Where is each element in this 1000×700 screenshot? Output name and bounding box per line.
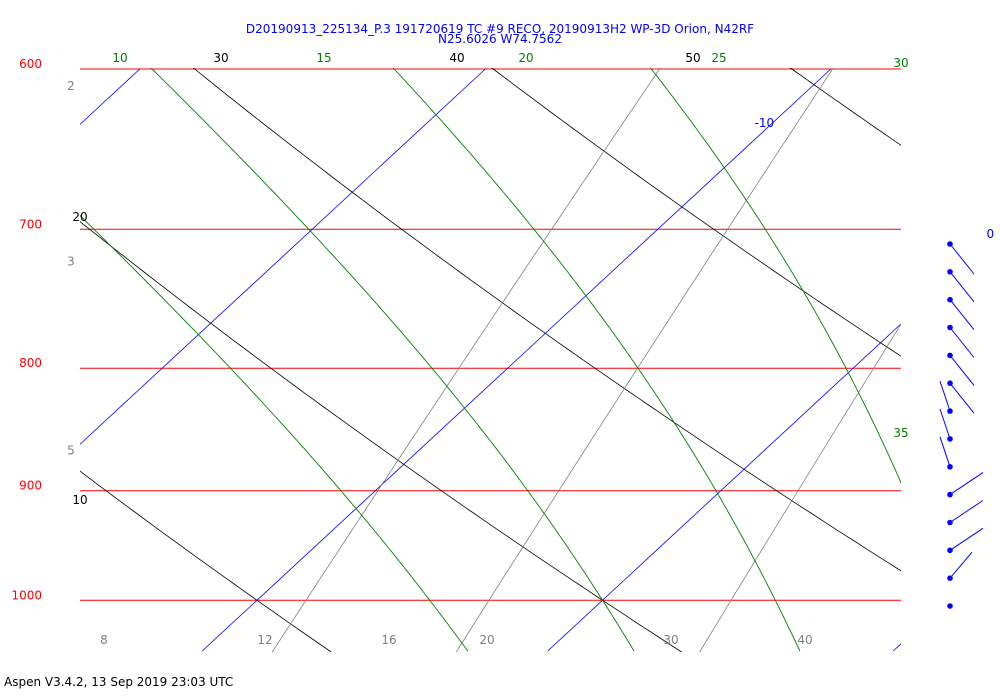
- moist-adiabat-line: [80, 214, 469, 652]
- isotherm-line: [201, 68, 832, 652]
- dry-adiabat-label-10-left: 10: [72, 493, 87, 507]
- wind-barb: [947, 472, 984, 498]
- pressure-label-1000: 1000: [11, 588, 42, 602]
- wind-barb: [947, 296, 975, 331]
- mixing-ratio-label-8: 8: [100, 633, 108, 647]
- wind-barb: [947, 551, 973, 581]
- wind-barb: [947, 241, 975, 275]
- dry-adiabat-line: [789, 68, 901, 146]
- chart-title-line-2: N25.6026 W74.7562: [438, 32, 562, 46]
- dry-adiabat-label-20-left: 20: [72, 210, 87, 224]
- isotherm-label-0: 0: [986, 227, 994, 241]
- isotherm-label--10: -10: [755, 116, 775, 130]
- isotherm-line: [547, 323, 901, 652]
- wind-barb: [947, 527, 984, 554]
- mixing-ratio-label-12: 12: [257, 633, 272, 647]
- wind-barb: [947, 500, 984, 526]
- wind-barb: [947, 603, 953, 609]
- mixing-ratio-label-5: 5: [67, 444, 75, 458]
- dry-adiabat-label-40: 40: [449, 51, 464, 65]
- pressure-label-900: 900: [19, 479, 42, 493]
- wind-barb: [947, 352, 975, 386]
- mixing-ratio-label-30: 30: [663, 633, 678, 647]
- mixing-ratio-line: [699, 323, 901, 652]
- mixing-ratio-line: [271, 68, 661, 652]
- chart-title-line-1: D20190913_225134_P.3 191720619 TC #9 REC…: [245, 22, 755, 36]
- isotherm-line: [892, 643, 901, 652]
- isotherm-line: [80, 68, 486, 445]
- wind-barb: [947, 269, 975, 303]
- moist-adiabat-label-20: 20: [518, 51, 533, 65]
- dry-adiabat-label-30: 30: [213, 51, 228, 65]
- dry-adiabat-label-50: 50: [685, 51, 700, 65]
- wind-barb: [939, 436, 953, 470]
- mixing-ratio-label-40: 40: [797, 633, 812, 647]
- mixing-ratio-label-16: 16: [381, 633, 396, 647]
- dry-adiabat-line: [192, 68, 901, 572]
- pressure-label-800: 800: [19, 356, 42, 370]
- wind-barb: [939, 380, 953, 414]
- footer-version-timestamp: Aspen V3.4.2, 13 Sep 2019 23:03 UTC: [4, 675, 234, 689]
- mixing-ratio-line: [455, 68, 834, 652]
- mixing-ratio-label-3: 3: [67, 254, 75, 268]
- wind-barb: [947, 324, 975, 358]
- moist-adiabat-line: [904, 52, 1000, 652]
- pressure-label-600: 600: [19, 57, 42, 71]
- moist-adiabat-label-35: 35: [893, 426, 908, 440]
- dry-adiabat-line: [491, 68, 901, 357]
- moist-adiabat-label-10: 10: [112, 51, 127, 65]
- moist-adiabat-line: [150, 68, 635, 652]
- moist-adiabat-label-15: 15: [316, 51, 331, 65]
- moist-adiabat-label-30: 30: [893, 56, 908, 70]
- moist-adiabat-line: [392, 68, 801, 652]
- wind-barb: [947, 380, 975, 414]
- pressure-label-700: 700: [19, 217, 42, 231]
- moist-adiabat-line: [649, 68, 901, 484]
- wind-barb: [939, 408, 953, 442]
- mixing-ratio-label-20: 20: [479, 633, 494, 647]
- dry-adiabat-line: [80, 221, 683, 652]
- moist-adiabat-label-25: 25: [711, 51, 726, 65]
- mixing-ratio-label-2: 2: [67, 79, 75, 93]
- dry-adiabat-line: [80, 470, 332, 652]
